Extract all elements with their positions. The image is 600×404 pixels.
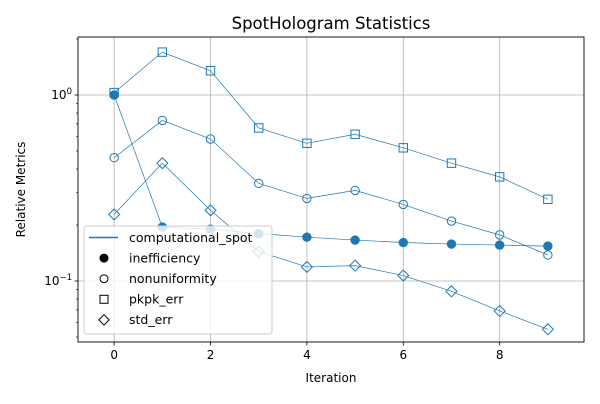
legend-box <box>83 225 273 335</box>
legend-marker-nonuniformity <box>99 274 109 284</box>
data-point-nonuniformity <box>254 178 264 189</box>
legend-label-computational_spot: computational_spot <box>129 230 253 245</box>
data-point-nonuniformity <box>302 193 312 204</box>
data-point-nonuniformity <box>398 199 408 210</box>
data-point-pkpk_err <box>350 129 360 139</box>
data-point-nonuniformity <box>543 250 553 260</box>
legend: computational_spot inefficiency nonuniform… <box>83 225 273 335</box>
x-tick-label: 0 <box>110 348 118 362</box>
legend-label-inefficiency: inefficiency <box>129 250 201 265</box>
plot-frame <box>77 36 585 343</box>
data-point-nonuniformity <box>446 216 457 226</box>
y-tick-label-base: 10 <box>44 274 59 288</box>
data-point-inefficiency <box>302 232 312 242</box>
data-point-nonuniformity <box>109 153 119 163</box>
y-tick-label-exponent: 0 <box>67 87 72 97</box>
x-tick-label: 6 <box>399 348 407 362</box>
chart-title: SpotHologram Statistics <box>232 14 431 33</box>
data-point-inefficiency <box>109 90 119 100</box>
data-point-pkpk_err <box>302 138 312 148</box>
data-point-std_err <box>493 304 506 318</box>
data-point-std_err <box>300 260 314 274</box>
x-axis-label: Iteration <box>306 371 357 385</box>
x-tick-label: 2 <box>207 348 215 362</box>
data-point-std_err <box>541 323 555 336</box>
series-line-pkpk_err <box>113 51 549 200</box>
data-point-nonuniformity <box>205 134 216 144</box>
data-point-inefficiency <box>398 237 408 248</box>
data-point-pkpk_err <box>494 172 505 182</box>
data-point-inefficiency <box>350 235 360 245</box>
data-point-pkpk_err <box>398 143 408 153</box>
data-point-std_err <box>156 157 169 170</box>
legend-label-pkpk_err: pkpk_err <box>129 292 184 307</box>
x-tick-label: 8 <box>496 348 504 362</box>
legend-marker-std_err <box>98 313 110 326</box>
series-line-nonuniformity <box>113 120 548 256</box>
data-point-pkpk_err <box>205 66 216 76</box>
data-point-std_err <box>445 285 458 298</box>
series-line-std_err <box>113 162 548 330</box>
data-point-std_err <box>204 204 217 217</box>
data-point-nonuniformity <box>157 115 168 126</box>
y-axis-label: Relative Metrics <box>14 142 28 238</box>
data-point-inefficiency <box>446 239 457 249</box>
data-point-std_err <box>397 269 410 282</box>
data-point-inefficiency <box>543 241 553 251</box>
data-point-pkpk_err <box>254 123 264 133</box>
legend-marker-pkpk_err <box>99 294 109 304</box>
data-point-std_err <box>348 259 362 272</box>
x-tick-label: 4 <box>303 348 311 362</box>
data-point-pkpk_err <box>157 47 168 57</box>
legend-label-std_err: std_err <box>129 312 173 327</box>
data-point-nonuniformity <box>494 230 505 240</box>
data-point-inefficiency <box>494 240 505 250</box>
data-point-pkpk_err <box>109 87 119 98</box>
data-point-pkpk_err <box>446 158 457 168</box>
legend-marker-inefficiency <box>99 253 109 263</box>
y-tick-label-exponent: −1 <box>59 273 72 283</box>
data-point-nonuniformity <box>350 185 360 196</box>
legend-label-nonuniformity: nonuniformity <box>129 271 217 286</box>
y-tick-label-base: 10 <box>51 88 66 102</box>
y-tick-label: 10−1 <box>44 273 72 288</box>
y-tick-label: 100 <box>51 87 72 102</box>
series-pkpk_err <box>109 47 553 204</box>
data-point-std_err <box>107 208 121 221</box>
series-nonuniformity <box>109 115 553 260</box>
data-point-pkpk_err <box>543 194 553 204</box>
